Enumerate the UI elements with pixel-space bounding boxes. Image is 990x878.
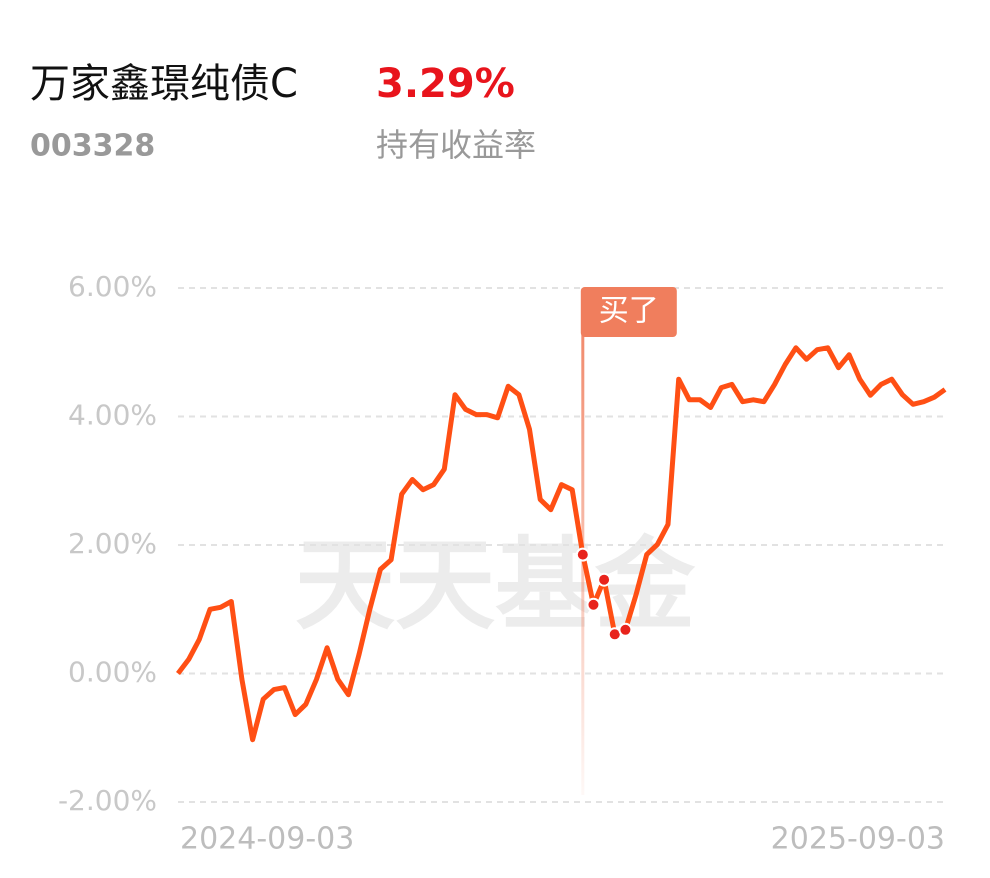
series-line [176,345,947,743]
trade-point [575,547,590,562]
x-tick-label: 2025-09-03 [771,822,945,857]
y-tick-label: 0.00% [68,656,157,689]
y-tick-label: 6.00% [68,270,157,303]
trade-point [586,597,601,612]
trade-point [597,572,612,587]
return-label: 持有收益率 [376,126,536,164]
y-tick-label: -2.00% [58,784,157,817]
fund-name: 万家鑫璟纯债C [30,61,298,107]
return-value: 3.29% [376,61,515,107]
buy-tag-text: 买了 [599,294,659,329]
x-tick-label: 2024-09-03 [180,822,354,857]
buy-tag [580,287,677,337]
y-tick-label: 2.00% [68,527,157,560]
watermark: 天天基金 [295,526,696,643]
trade-point [618,622,633,637]
y-tick-label: 4.00% [68,399,157,432]
fund-code: 003328 [30,129,155,164]
